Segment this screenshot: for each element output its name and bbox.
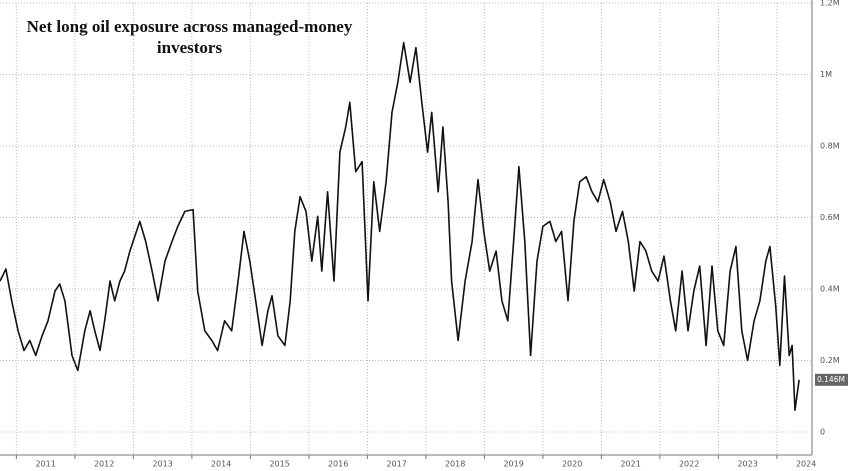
last-value-label: 0.146M <box>817 375 845 384</box>
x-tick-label: 2016 <box>328 460 348 469</box>
x-tick-label: 2017 <box>386 460 406 469</box>
y-tick-label: 0.4M <box>820 285 840 294</box>
x-tick-label: 2023 <box>737 460 757 469</box>
x-tick-label: 2014 <box>211 460 231 469</box>
x-tick-label: 2019 <box>503 460 523 469</box>
x-tick-label: 2013 <box>152 460 172 469</box>
chart-title: Net long oil exposure across managed-mon… <box>26 17 353 57</box>
y-tick-label: 1M <box>820 70 832 79</box>
y-tick-label: 0.2M <box>820 356 840 365</box>
y-tick-label: 0.6M <box>820 213 840 222</box>
last-value-box <box>815 373 848 386</box>
y-tick-label: 1.2M <box>820 0 840 8</box>
x-tick-label: 2020 <box>562 460 582 469</box>
x-tick-label: 2015 <box>269 460 289 469</box>
x-tick-label: 2011 <box>35 460 55 469</box>
line-series <box>0 41 800 411</box>
y-tick-label: 0 <box>820 428 825 437</box>
y-tick-label: 0.8M <box>820 142 840 151</box>
x-tick-label: 2022 <box>679 460 699 469</box>
x-tick-label: 2024 <box>796 460 816 469</box>
x-tick-label: 2018 <box>445 460 465 469</box>
x-tick-label: 2012 <box>94 460 114 469</box>
x-tick-label: 2021 <box>620 460 640 469</box>
